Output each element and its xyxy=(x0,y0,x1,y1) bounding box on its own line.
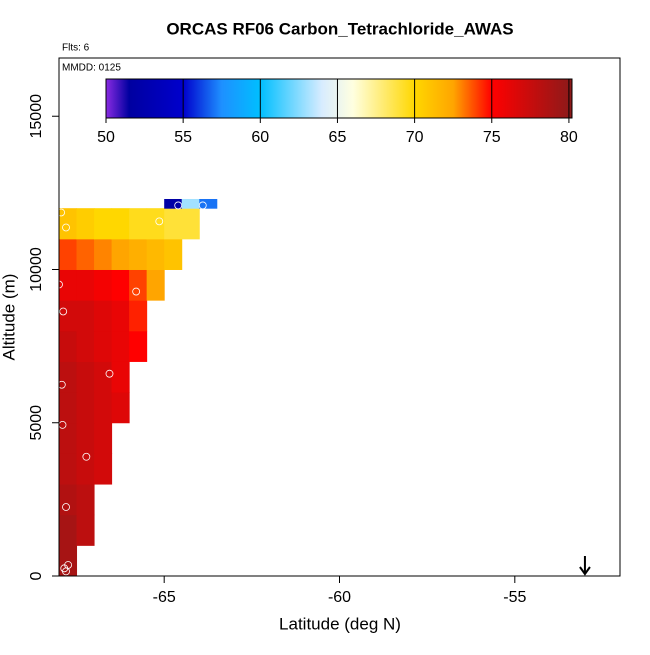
heat-cell xyxy=(111,392,130,424)
heat-cell xyxy=(146,208,165,240)
x-tick-label: -65 xyxy=(153,589,176,606)
observation-point xyxy=(57,380,66,389)
observation-point xyxy=(105,369,114,378)
heat-cell xyxy=(146,269,165,301)
heat-cell xyxy=(146,238,165,270)
observation-point xyxy=(62,223,70,232)
observation-point xyxy=(62,503,70,511)
heat-cell xyxy=(111,300,130,332)
colorbar-tick-label: 60 xyxy=(251,129,269,146)
x-axis-label: Latitude (deg N) xyxy=(279,614,401,633)
heat-cell xyxy=(59,361,78,393)
y-tick-label: 10000 xyxy=(28,247,45,292)
heat-cell xyxy=(129,238,148,270)
heat-cell xyxy=(111,330,130,362)
y-tick-label: 5000 xyxy=(28,405,45,441)
observation-point xyxy=(132,287,141,296)
heat-cell xyxy=(59,545,78,577)
heat-cell xyxy=(76,269,95,301)
heat-cell xyxy=(76,330,95,362)
heat-cell xyxy=(111,269,130,301)
heat-cell xyxy=(76,453,95,485)
plot-area xyxy=(55,198,218,577)
heat-cell xyxy=(59,330,78,362)
y-axis-label: Altitude (m) xyxy=(0,274,18,361)
observation-point xyxy=(155,217,164,226)
heat-cell xyxy=(59,300,78,332)
observation-point xyxy=(82,452,91,461)
colorbar-tick-label: 55 xyxy=(174,129,192,146)
heat-cell xyxy=(111,238,130,270)
heat-cell xyxy=(59,238,78,270)
heat-cell xyxy=(59,392,78,424)
heat-cell xyxy=(129,330,148,362)
observation-point xyxy=(62,567,70,576)
heat-cell xyxy=(111,208,130,240)
heat-cell xyxy=(76,361,95,393)
colorbar-tick-label: 80 xyxy=(560,129,578,146)
heat-cell xyxy=(181,198,200,209)
flights-note: Flts: 6 xyxy=(62,43,90,54)
heat-cell xyxy=(59,269,78,301)
heat-cell xyxy=(111,361,130,393)
observation-point xyxy=(57,208,66,217)
heat-cell xyxy=(76,484,95,516)
heat-cell xyxy=(59,422,78,454)
observation-point xyxy=(198,201,207,210)
y-tick-label: 15000 xyxy=(28,94,45,139)
heat-cell xyxy=(76,208,95,240)
date-note: MMDD: 0125 xyxy=(62,63,121,74)
colorbar xyxy=(105,78,573,119)
direction-arrow xyxy=(579,556,591,576)
heat-cell xyxy=(164,208,183,240)
heat-cell xyxy=(76,392,95,424)
heat-cell xyxy=(94,361,113,393)
heat-cell xyxy=(94,208,113,240)
chart-title: ORCAS RF06 Carbon_Tetrachloride_AWAS xyxy=(166,19,513,38)
heat-cell xyxy=(94,269,113,301)
observation-point xyxy=(59,307,68,316)
heat-cell xyxy=(59,453,78,485)
heat-cell xyxy=(94,422,113,454)
colorbar-tick-label: 75 xyxy=(483,129,501,146)
y-tick-label: 0 xyxy=(28,571,45,580)
heat-cell xyxy=(164,198,183,209)
heat-cell xyxy=(59,514,78,546)
heat-cell xyxy=(129,208,148,240)
colorbar-tick-label: 70 xyxy=(406,129,424,146)
heat-cell xyxy=(94,330,113,362)
heat-cell xyxy=(94,392,113,424)
heat-cell xyxy=(129,300,148,332)
heat-cell xyxy=(199,198,218,209)
heat-cell xyxy=(129,269,148,301)
heat-cell xyxy=(94,453,113,485)
heat-cell xyxy=(164,238,183,270)
heat-cell xyxy=(76,422,95,454)
heat-cell xyxy=(76,514,95,546)
heat-cell xyxy=(76,300,95,332)
heat-cell xyxy=(59,208,78,240)
x-tick-label: -60 xyxy=(328,589,351,606)
heat-cell xyxy=(59,484,78,516)
observation-point xyxy=(174,201,183,210)
heat-cell xyxy=(94,238,113,270)
heat-cell xyxy=(181,208,200,240)
heat-cell xyxy=(94,300,113,332)
heat-cell xyxy=(76,238,95,270)
colorbar-tick-label: 50 xyxy=(97,129,115,146)
x-tick-label: -55 xyxy=(503,589,526,606)
colorbar-tick-label: 65 xyxy=(329,129,347,146)
